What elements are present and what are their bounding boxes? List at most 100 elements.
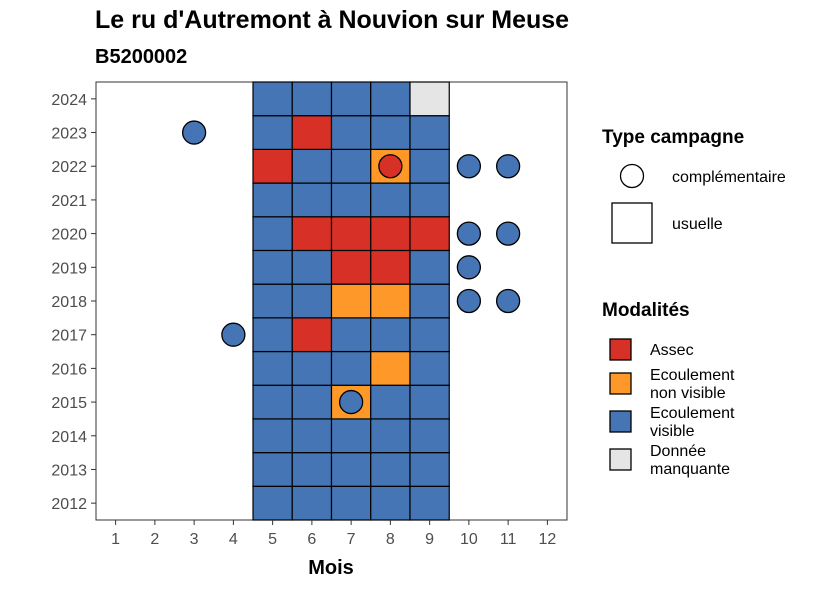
usuelle-cell (330, 418, 372, 454)
y-tick-label: 2017 (51, 328, 87, 345)
usuelle-cell (370, 384, 411, 420)
legend-key-circle (619, 163, 645, 189)
legend-fill-label: Donnée (650, 443, 706, 460)
legend-fill-label: Ecoulement (650, 405, 735, 422)
usuelle-cell (409, 115, 450, 150)
complementaire-point (495, 221, 521, 246)
usuelle-cell (291, 148, 333, 184)
x-axis-label: Mois (308, 557, 354, 579)
usuelle-cell (252, 350, 293, 386)
complementaire-point (456, 255, 482, 280)
usuelle-cell (330, 216, 372, 252)
usuelle-cell (330, 452, 372, 487)
usuelle-cell (252, 452, 293, 487)
usuelle-cell (370, 182, 411, 218)
usuelle-cell (409, 148, 450, 184)
x-tick-label: 6 (307, 531, 316, 548)
usuelle-cell (370, 283, 411, 319)
y-tick-label: 2018 (51, 294, 87, 311)
usuelle-cell (252, 485, 293, 521)
y-tick-label: 2012 (51, 496, 87, 513)
usuelle-cell (409, 249, 450, 285)
usuelle-cell (370, 350, 411, 386)
legend-fill-label: Assec (650, 342, 694, 359)
usuelle-cell (370, 418, 411, 454)
usuelle-cell (330, 115, 372, 150)
y-tick-label: 2019 (51, 260, 87, 277)
usuelle-cell (409, 81, 450, 117)
usuelle-cell (409, 384, 450, 420)
usuelle-cell (370, 317, 411, 353)
usuelle-cell (252, 317, 293, 353)
y-tick-label: 2020 (51, 227, 87, 244)
usuelle-cell (252, 418, 293, 454)
usuelle-cell (330, 182, 372, 218)
y-tick-label: 2014 (51, 429, 87, 446)
usuelle-cell (409, 452, 450, 487)
x-tick-label: 5 (268, 531, 277, 548)
usuelle-cell (330, 249, 372, 285)
usuelle-cell (409, 317, 450, 353)
legend-key-fill (609, 448, 632, 471)
x-tick-label: 8 (386, 531, 395, 548)
x-tick-label: 11 (500, 531, 517, 548)
y-tick-label: 2013 (51, 462, 87, 479)
usuelle-cell (291, 317, 333, 353)
y-tick-label: 2022 (51, 159, 87, 176)
usuelle-cell (370, 452, 411, 487)
usuelle-cell (291, 283, 333, 319)
y-tick-label: 2023 (51, 126, 87, 143)
x-tick-label: 10 (460, 531, 478, 548)
usuelle-cell (291, 350, 333, 386)
usuelle-cell (370, 249, 411, 285)
usuelle-cell (409, 485, 450, 521)
usuelle-cell (291, 452, 333, 487)
legend-fill-label: manquante (650, 461, 730, 478)
usuelle-cell (252, 182, 293, 218)
usuelle-cell (409, 350, 450, 386)
usuelle-cell (291, 81, 333, 117)
legend-key-fill (609, 372, 632, 395)
usuelle-cell (330, 350, 372, 386)
y-tick-label: 2024 (51, 92, 87, 109)
usuelle-cell (409, 182, 450, 218)
legend-type-campagne: Type campagne complémentaire usuelle (602, 127, 786, 244)
complementaire-point (456, 221, 482, 246)
usuelle-cell (291, 216, 333, 252)
complementaire-point (456, 288, 482, 314)
legend-fill-label: Ecoulement (650, 367, 735, 384)
usuelle-cell (409, 418, 450, 454)
y-tick-label: 2015 (51, 395, 87, 412)
legend-fill-label: visible (650, 423, 695, 440)
legend-shape-label: usuelle (672, 216, 723, 233)
legend-key-fill (609, 338, 632, 361)
y-axis: 2012 2013 2014 2015 2016 2017 2018 2019 2020 2021… (51, 92, 96, 513)
complementaire-points (181, 120, 521, 415)
y-tick-label: 2021 (51, 193, 87, 210)
x-axis: 1 2 3 4 5 6 7 8 9 10 11 12 (111, 520, 556, 548)
legend-fill-label: non visible (650, 385, 726, 402)
chart-title: Le ru d'Autremont à Nouvion sur Meuse (95, 6, 570, 34)
usuelle-cell (330, 148, 372, 184)
complementaire-point (221, 322, 246, 347)
usuelle-cell (330, 81, 372, 117)
usuelle-cell (409, 283, 450, 319)
usuelle-cell (370, 485, 411, 521)
usuelle-cell (370, 115, 411, 150)
usuelle-cell (409, 216, 450, 252)
usuelle-cell (291, 485, 333, 521)
x-tick-label: 2 (150, 531, 159, 548)
legend-shape-title: Type campagne (602, 127, 744, 148)
legend-key-fill (609, 410, 632, 433)
usuelle-cell (252, 148, 293, 184)
complementaire-point (181, 120, 207, 145)
usuelle-cell (252, 384, 293, 420)
complementaire-point (456, 154, 482, 179)
usuelle-cell (370, 216, 411, 252)
usuelle-cell (252, 216, 293, 252)
chart-subtitle: B5200002 (95, 46, 188, 68)
complementaire-point (338, 389, 364, 415)
legend-key-square (611, 202, 653, 244)
